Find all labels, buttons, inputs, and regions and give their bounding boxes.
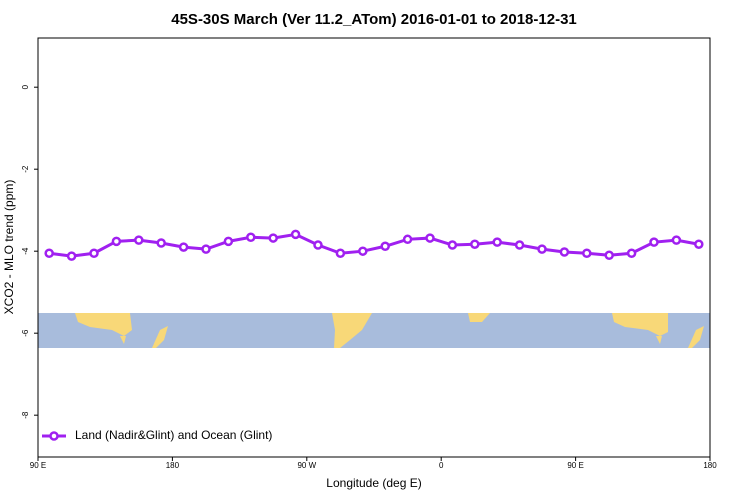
- point: [268, 233, 278, 243]
- legend: Land (Nadir&Glint) and Ocean (Glint): [42, 428, 272, 442]
- point: [111, 236, 122, 247]
- point: [156, 238, 166, 248]
- y-tick-label: -2: [21, 165, 30, 173]
- point: [89, 248, 99, 258]
- x-tick-label: 90 W: [297, 461, 316, 470]
- y-axis-label: XCO2 - MLO trend (ppm): [2, 180, 16, 315]
- plot-frame: [37, 37, 711, 458]
- point: [582, 248, 592, 258]
- point: [201, 244, 211, 254]
- point: [335, 248, 346, 258]
- map-strip: [38, 313, 710, 348]
- point: [492, 237, 502, 247]
- point: [402, 234, 413, 245]
- point: [649, 237, 659, 247]
- x-tick-label: 180: [166, 461, 180, 470]
- point: [447, 240, 458, 250]
- x-tick-label: 0: [439, 461, 444, 470]
- x-tick-label: 180: [703, 461, 717, 470]
- y-tick-label: -6: [21, 329, 30, 337]
- point: [671, 235, 682, 245]
- point: [358, 246, 368, 256]
- y-tick-label: -8: [21, 411, 30, 419]
- point: [380, 241, 390, 252]
- point: [134, 235, 144, 245]
- point: [694, 239, 704, 249]
- point: [425, 233, 435, 243]
- x-tick-label: 90 E: [567, 461, 583, 470]
- point: [178, 242, 189, 252]
- point: [223, 236, 234, 247]
- chart-title: 45S-30S March (Ver 11.2_ATom) 2016-01-01…: [171, 11, 577, 28]
- point: [66, 251, 77, 261]
- y-tick-label: 0: [21, 84, 30, 89]
- point: [514, 240, 525, 250]
- point: [44, 248, 54, 258]
- point: [537, 244, 547, 254]
- point: [559, 247, 570, 257]
- point: [313, 240, 323, 250]
- x-tick-label: 90 E: [30, 461, 46, 470]
- legend-label: Land (Nadir&Glint) and Ocean (Glint): [75, 428, 272, 442]
- series-line: [49, 232, 700, 258]
- point: [246, 232, 256, 243]
- point: [626, 248, 637, 258]
- y-tick-label: -4: [21, 247, 30, 255]
- point: [290, 229, 301, 240]
- point: [470, 239, 480, 249]
- x-axis-label: Longitude (deg E): [326, 476, 421, 490]
- legend-marker: [49, 431, 59, 441]
- point: [604, 250, 614, 261]
